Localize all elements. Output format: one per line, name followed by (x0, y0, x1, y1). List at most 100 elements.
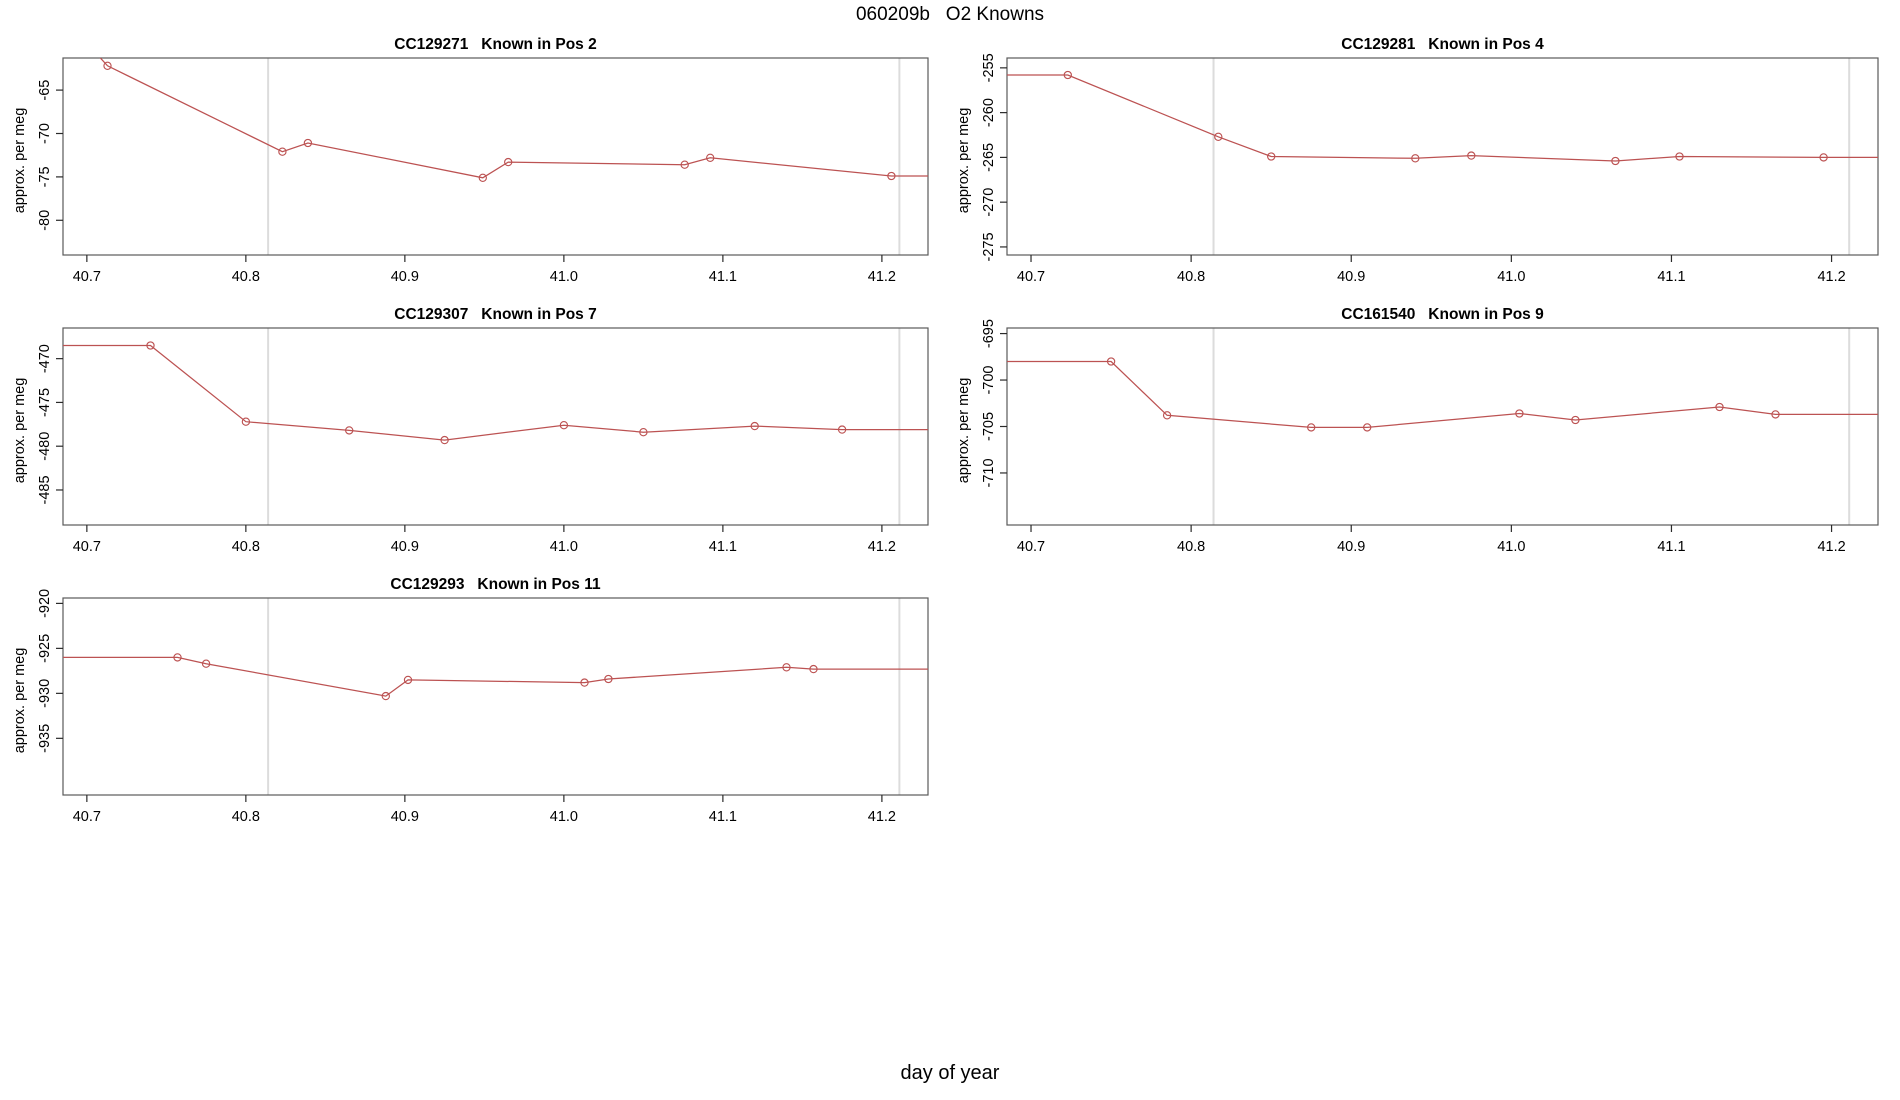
data-point (1611, 156, 1620, 166)
plot-box (62, 57, 929, 256)
y-tick-label: -920 (37, 589, 53, 618)
x-tick-label: 40.9 (391, 539, 419, 555)
panel-CC129307: 40.7 40.8 40.9 41.0 41.1 41.2 -470 -475 -480 -485… (12, 306, 929, 555)
x-tick-label: 40.8 (232, 269, 260, 285)
panel-CC129293: 40.7 40.8 40.9 41.0 41.1 41.2 -920 -925 -930 -935… (12, 576, 929, 825)
y-tick-label: -65 (37, 80, 53, 101)
data-point (146, 341, 155, 350)
x-tick-label: 40.8 (232, 539, 260, 555)
x-tick-label: 40.9 (391, 269, 419, 285)
x-tick-label: 41.0 (550, 809, 578, 825)
figure-title: 060209b O2 Knowns (855, 4, 1045, 25)
data-point (887, 171, 896, 181)
x-tick-label: 41.1 (1657, 539, 1685, 555)
y-tick-label: -265 (981, 143, 997, 172)
y-tick-label: -70 (37, 123, 53, 144)
y-axis-label: approx. per meg (12, 378, 28, 484)
data-line (99, 58, 928, 179)
panel-title: CC129281 Known in Pos 4 (1341, 36, 1544, 53)
x-tick-label: 40.8 (1177, 269, 1205, 285)
x-tick-label: 40.7 (1017, 539, 1045, 555)
y-tick-label: -475 (37, 388, 53, 417)
y-tick-label: -700 (981, 366, 997, 395)
x-tick-label: 40.8 (1177, 539, 1205, 555)
data-point (1162, 411, 1172, 420)
data-point (303, 138, 313, 148)
x-tick-label: 41.1 (709, 539, 737, 555)
data-point (103, 61, 112, 70)
data-point (809, 664, 818, 674)
data-point (1467, 151, 1476, 160)
data-point (1267, 152, 1276, 161)
x-tick-label: 41.2 (868, 269, 896, 285)
y-tick-label: -705 (981, 412, 997, 441)
y-axis-label: approx. per meg (12, 648, 28, 754)
data-point (278, 147, 287, 156)
x-tick-label: 40.7 (73, 269, 101, 285)
y-tick-label: -75 (37, 166, 53, 187)
data-point (559, 421, 569, 430)
x-tick-label: 41.2 (868, 809, 896, 825)
x-tick-label: 40.9 (1337, 269, 1365, 285)
data-point (504, 157, 513, 167)
x-tick-label: 41.1 (709, 269, 737, 285)
plot-box (1006, 327, 1879, 526)
x-tick-label: 41.2 (868, 539, 896, 555)
data-point (1307, 423, 1316, 432)
data-line (1007, 360, 1878, 429)
data-point (1063, 70, 1072, 80)
data-point (403, 675, 413, 685)
plot-box (62, 597, 929, 796)
data-point (1515, 409, 1524, 418)
panel-CC129281: 40.7 40.8 40.9 41.0 41.1 41.2 -255 -260 -265 -270… (956, 36, 1879, 285)
y-axis-label: approx. per meg (12, 108, 28, 214)
x-tick-label: 40.7 (73, 809, 101, 825)
y-tick-label: -930 (37, 679, 53, 708)
plot-box (1006, 57, 1879, 256)
y-tick-label: -275 (981, 232, 997, 261)
data-point (345, 426, 354, 435)
panel-title: CC129307 Known in Pos 7 (394, 306, 596, 323)
data-point (580, 678, 589, 687)
y-tick-label: -260 (981, 98, 997, 127)
data-point (837, 425, 847, 434)
data-point (1771, 410, 1780, 419)
y-tick-label: -925 (37, 634, 53, 663)
data-point (173, 653, 182, 662)
x-tick-label: 41.0 (1497, 269, 1525, 285)
panel-title: CC129271 Known in Pos 2 (394, 36, 596, 53)
x-tick-label: 41.2 (1817, 269, 1845, 285)
y-tick-label: -710 (981, 458, 997, 487)
x-axis-label: day of year (900, 1062, 1000, 1084)
x-tick-label: 40.9 (391, 809, 419, 825)
y-tick-label: -255 (981, 53, 997, 82)
x-tick-label: 40.8 (232, 809, 260, 825)
data-point (639, 428, 648, 437)
y-tick-label: -935 (37, 724, 53, 753)
panel-CC129271: 40.7 40.8 40.9 41.0 41.1 41.2 -65 -70 -75 -80 appr… (12, 36, 929, 285)
data-point (1675, 152, 1684, 161)
data-point (1715, 402, 1724, 412)
data-point (478, 173, 487, 182)
x-tick-label: 41.1 (1657, 269, 1685, 285)
data-point (782, 663, 791, 672)
x-tick-label: 41.0 (550, 269, 578, 285)
y-tick-label: -270 (981, 188, 997, 217)
data-point (1411, 154, 1420, 163)
data-point (604, 674, 613, 684)
y-axis-label: approx. per meg (956, 378, 972, 484)
data-point (381, 691, 390, 701)
x-tick-label: 41.0 (550, 539, 578, 555)
data-point (201, 659, 211, 668)
data-point (1214, 132, 1223, 141)
plot-box (62, 327, 929, 526)
x-tick-label: 40.7 (73, 539, 101, 555)
x-tick-label: 41.1 (709, 809, 737, 825)
data-point (440, 435, 449, 445)
x-tick-label: 41.2 (1817, 539, 1845, 555)
x-tick-label: 41.0 (1497, 539, 1525, 555)
data-point (1363, 423, 1372, 432)
data-point (241, 417, 251, 426)
